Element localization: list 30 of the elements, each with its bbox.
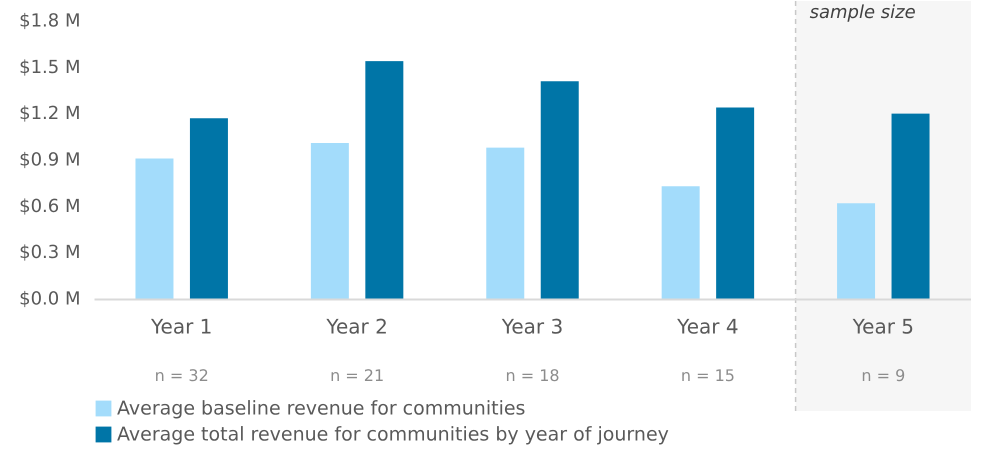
bar [837,203,876,299]
bar [892,114,930,299]
bar [486,148,524,299]
bar [365,61,404,299]
bar [540,81,579,299]
text: n = 21 [330,366,384,385]
bar [662,186,700,299]
bar [310,143,349,299]
y-tick-label: $0.9 M [19,150,80,170]
x-tick-label: Year 1 [150,314,212,338]
y-tick-label: $0.3 M [19,242,80,264]
bar [190,118,228,299]
legend-label: Average baseline revenue for communities [117,398,526,420]
bar [135,158,174,299]
band-label: sample size [810,2,916,23]
y-tick-label: $0.0 M [19,288,80,310]
y-tick-label: $1.8 M [19,10,80,32]
text: n = 18 [505,366,560,385]
bar [716,107,754,299]
text: n = 15 [680,366,735,385]
x-tick-label: Year 4 [676,314,739,338]
text: n = 32 [154,366,209,385]
y-tick-label: $1.2 M [19,103,80,124]
legend-label: Average total revenue for communities by year of journey [117,424,669,446]
x-tick-label: Year 5 [852,314,914,338]
x-tick-label: Year 2 [325,314,388,338]
x-tick-label: Year 3 [500,314,564,338]
y-tick-label: $0.6 M [19,196,80,217]
text: n = 9 [861,366,906,385]
y-tick-label: $1.5 M [19,56,80,78]
